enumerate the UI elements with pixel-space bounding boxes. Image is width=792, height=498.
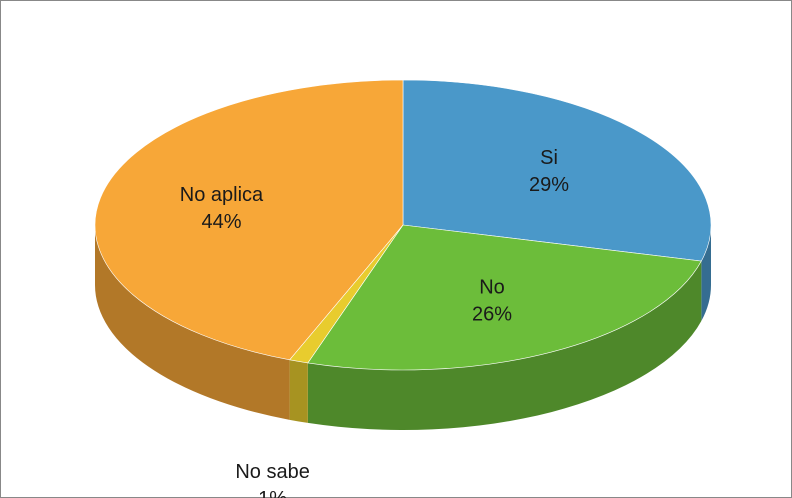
slice-value-label: 26%	[472, 304, 512, 326]
slice-label: No aplica	[180, 184, 264, 206]
slice-label: No	[479, 277, 505, 299]
slice-side	[289, 359, 308, 423]
slice-value-label: 44%	[201, 211, 241, 233]
slice	[94, 79, 404, 361]
slice	[307, 224, 702, 371]
slice-label: No sabe	[235, 461, 310, 483]
slice-side	[307, 261, 702, 430]
slice	[402, 79, 712, 262]
slice-value-label: 1%	[258, 488, 287, 498]
slice-value-label: 29%	[529, 174, 569, 196]
slice-side	[95, 225, 290, 420]
slice-label: Si	[540, 147, 558, 169]
slice-side	[701, 225, 711, 322]
